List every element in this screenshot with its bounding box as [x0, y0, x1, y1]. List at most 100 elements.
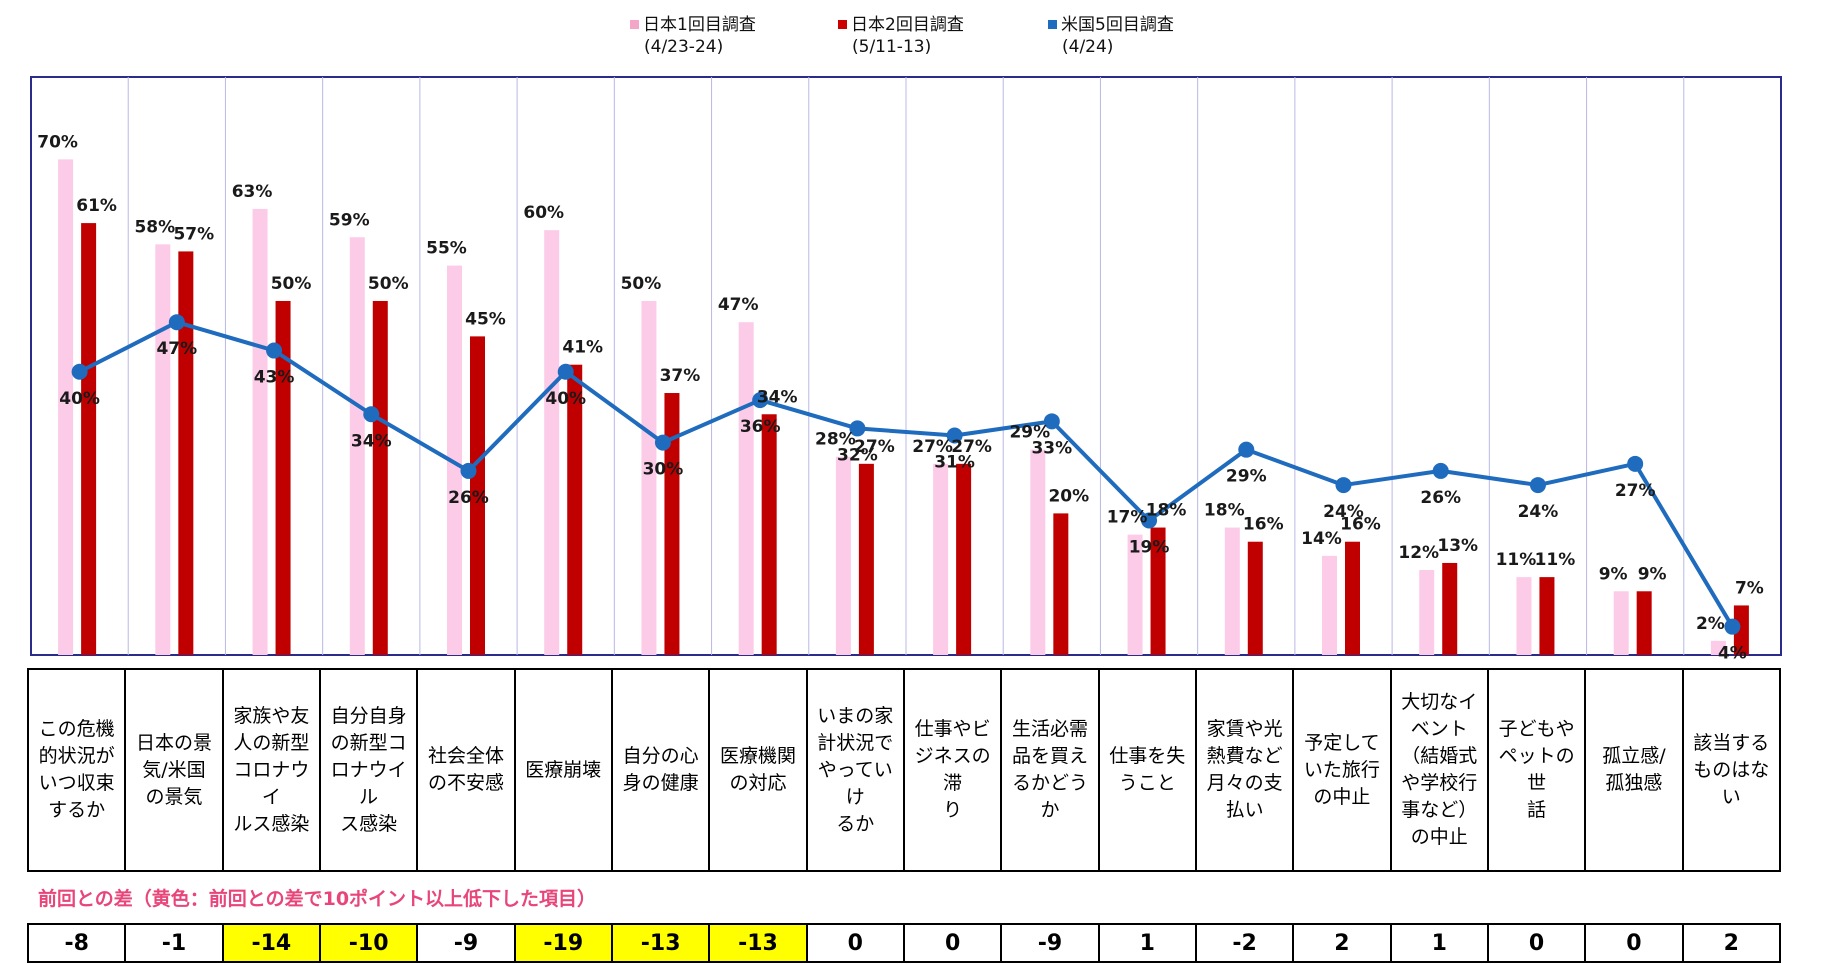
- data-label-japan-1: 70%: [37, 132, 78, 152]
- bar-japan-2: [1733, 605, 1749, 655]
- data-label-japan-2: 34%: [757, 387, 798, 407]
- bar-japan-2: [664, 393, 680, 655]
- category-label: 該当する ものはない: [1681, 668, 1782, 872]
- us-data-point: [1043, 413, 1060, 430]
- legend-item-3: 米国5回目調査 (4/24): [1048, 14, 1174, 58]
- data-label-japan-2: 16%: [1340, 515, 1381, 535]
- diff-cell: -19: [513, 923, 613, 963]
- legend-item-2: 日本2回目調査 (5/11-13): [838, 14, 964, 58]
- bar-japan-1: [349, 237, 365, 656]
- diff-cell: -9: [1000, 923, 1100, 963]
- bar-japan-2: [761, 414, 777, 655]
- legend-label: 日本1回目調査: [643, 15, 756, 35]
- data-label-japan-1: 28%: [815, 430, 856, 450]
- us-data-point: [1724, 618, 1741, 635]
- bar-japan-2: [956, 463, 972, 655]
- bar-japan-2: [81, 223, 97, 656]
- category-label: 予定して いた旅行 の中止: [1292, 668, 1392, 872]
- legend-period: (4/24): [1062, 37, 1114, 57]
- data-label-us: 31%: [934, 453, 975, 473]
- us-data-point: [1627, 455, 1644, 472]
- data-label-japan-1: 14%: [1301, 529, 1342, 549]
- diff-cell: -14: [221, 923, 321, 963]
- bar-japan-2: [1247, 541, 1263, 655]
- data-label-japan-1: 59%: [329, 210, 370, 230]
- category-label: いまの家 計状況で やっていけ るか: [805, 668, 905, 872]
- legend-swatch: [838, 20, 847, 29]
- legend-swatch: [630, 20, 639, 29]
- bar-japan-1: [1127, 534, 1143, 655]
- data-label-us: 34%: [351, 431, 392, 451]
- data-label-japan-1: 12%: [1398, 543, 1439, 563]
- diff-cell: 1: [1097, 923, 1197, 963]
- data-label-us: 27%: [1615, 481, 1656, 501]
- diff-cell: 2: [1292, 923, 1392, 963]
- data-label-japan-2: 50%: [368, 274, 409, 294]
- data-label-japan-2: 61%: [76, 196, 117, 216]
- diff-cell: -13: [610, 923, 711, 963]
- data-label-japan-1: 29%: [1009, 423, 1050, 443]
- us-data-point: [1335, 477, 1352, 494]
- category-label: この危機 的状況が いつ収束 するか: [26, 668, 127, 872]
- diff-cell: 0: [1584, 923, 1684, 963]
- us-data-point: [363, 406, 380, 423]
- category-label: 日本の景 気/米国 の景気: [124, 668, 224, 872]
- data-label-us: 24%: [1518, 502, 1559, 522]
- us-data-point: [1238, 441, 1255, 458]
- bar-japan-1: [835, 456, 851, 655]
- data-label-us: 36%: [740, 417, 781, 437]
- category-label: 自分自身 の新型コ ロナウイル ス感染: [318, 668, 419, 872]
- category-label: 仕事を失 うこと: [1097, 668, 1197, 872]
- category-label: 医療機関 の対応: [708, 668, 808, 872]
- bar-japan-1: [1322, 555, 1337, 655]
- bar-japan-1: [58, 159, 74, 656]
- data-label-japan-2: 7%: [1735, 578, 1764, 598]
- bar-japan-1: [1516, 577, 1532, 655]
- diff-cell: 0: [805, 923, 905, 963]
- bar-japan-2: [567, 364, 583, 655]
- data-label-us: 43%: [254, 368, 295, 388]
- data-label-us: 26%: [1420, 488, 1461, 508]
- category-label: 仕事やビ ジネスの滞り: [902, 668, 1003, 872]
- data-label-japan-2: 27%: [951, 437, 992, 457]
- diff-cell: -13: [708, 923, 808, 963]
- data-label-japan-1: 55%: [426, 239, 467, 259]
- data-label-japan-1: 17%: [1107, 508, 1148, 528]
- bar-japan-2: [470, 336, 485, 655]
- data-label-japan-1: 11%: [1496, 550, 1537, 570]
- us-data-point: [168, 314, 185, 331]
- category-label: 家賃や光 熱費など 月々の支 払い: [1194, 668, 1295, 872]
- legend-swatch: [1048, 20, 1057, 29]
- data-label-japan-1: 27%: [912, 437, 953, 457]
- data-label-us: 30%: [643, 460, 684, 480]
- category-label: 生活必需 品を買え るかどうか: [1000, 668, 1100, 872]
- category-label: 医療崩壊: [513, 668, 613, 872]
- us-data-point: [946, 427, 963, 444]
- us-data-point: [460, 462, 477, 479]
- data-label-japan-1: 47%: [718, 295, 759, 315]
- data-label-japan-2: 20%: [1048, 486, 1089, 506]
- legend-label: 米国5回目調査: [1061, 15, 1174, 35]
- data-label-us: 24%: [1323, 502, 1364, 522]
- bar-japan-2: [275, 300, 291, 655]
- category-label: 社会全体 の不安感: [416, 668, 516, 872]
- data-label-us: 32%: [837, 445, 878, 465]
- chart: 70% 61% 58%57% 63% 50% 59% 50% 55% 45% 60% 41% 50% 3…: [30, 76, 1782, 664]
- data-label-us: 47%: [156, 339, 197, 359]
- us-data-point: [1432, 462, 1449, 479]
- bar-japan-1: [155, 244, 171, 655]
- bar-japan-2: [858, 463, 874, 655]
- data-label-japan-2: 57%: [173, 224, 214, 244]
- data-label-japan-2: 16%: [1243, 515, 1284, 535]
- data-label-japan-1: 60%: [523, 203, 564, 223]
- us-data-point: [71, 363, 88, 380]
- bar-japan-2: [1345, 541, 1360, 655]
- category-label: 孤立感/孤独感: [1584, 668, 1684, 872]
- bar-japan-1: [1613, 591, 1629, 655]
- bar-japan-2: [372, 300, 388, 655]
- data-label-us: 19%: [1129, 537, 1170, 557]
- bar-japan-1: [1710, 640, 1726, 655]
- category-label: 自分の心 身の健康: [610, 668, 711, 872]
- data-label-us: 40%: [545, 389, 586, 409]
- us-data-point: [266, 342, 283, 359]
